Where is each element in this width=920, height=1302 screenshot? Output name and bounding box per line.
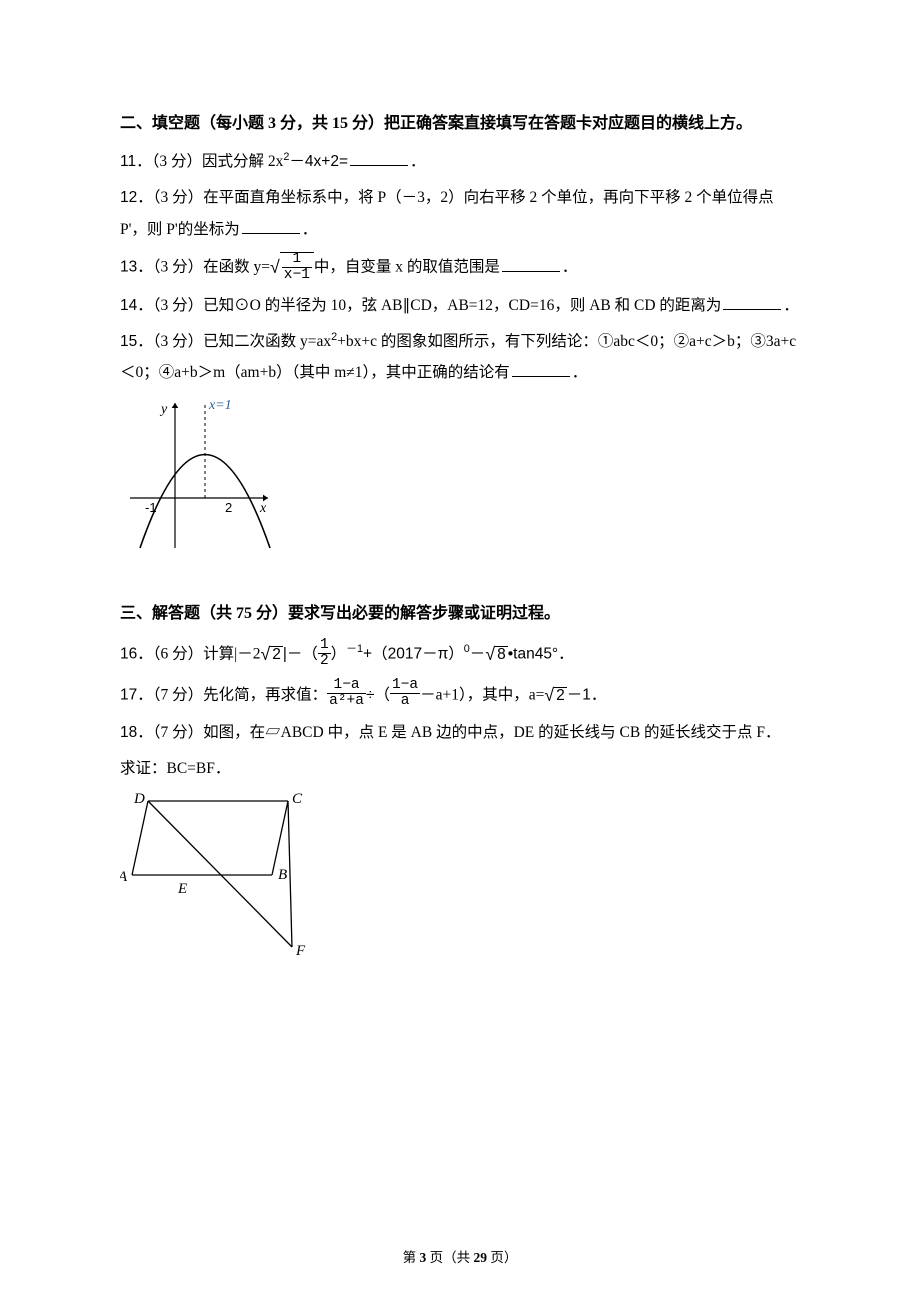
q11-points: （3 分） bbox=[152, 153, 202, 170]
question-13: 13．（3 分）在函数 y=√1x−1中，自变量 x 的取值范围是 ． bbox=[120, 249, 800, 286]
svg-text:2: 2 bbox=[225, 500, 232, 515]
footer-suffix: 页） bbox=[490, 1250, 517, 1265]
question-18-line2: 求证：BC=BF． bbox=[120, 753, 800, 785]
q16-sqrt-b-val: 8 bbox=[495, 646, 508, 663]
q17-f1-den: a²+a bbox=[327, 693, 366, 709]
svg-text:B: B bbox=[278, 867, 287, 883]
q18-text-a: 如图，在▱ABCD 中，点 E 是 AB 边的中点，DE 的延长线与 CB 的延… bbox=[203, 724, 780, 741]
q14-num: 14． bbox=[120, 297, 153, 314]
footer-page-total: 29 bbox=[474, 1250, 488, 1265]
q16-sqrt-a: √2 bbox=[261, 636, 283, 673]
q13-text-b: 中，自变量 x 的取值范围是 bbox=[314, 259, 500, 276]
q13-period: ． bbox=[562, 259, 578, 276]
q17-num: 17． bbox=[120, 686, 153, 703]
q14-period: ． bbox=[783, 297, 799, 314]
q13-frac-num: 1 bbox=[282, 252, 312, 267]
svg-text:C: C bbox=[292, 791, 303, 807]
q16-text-b: |－（ bbox=[283, 646, 318, 663]
q11-text-b: －4x+2= bbox=[289, 153, 348, 170]
q15-parabola-figure: y x x=1 -1 2 bbox=[120, 393, 800, 568]
question-14: 14．（3 分）已知⊙O 的半径为 10，弦 AB∥CD，AB=12，CD=16… bbox=[120, 290, 800, 322]
q15-blank bbox=[512, 363, 570, 377]
svg-text:x: x bbox=[259, 501, 267, 516]
q17-frac1: 1−aa²+a bbox=[327, 678, 366, 709]
q15-points: （3 分） bbox=[153, 333, 203, 350]
question-15: 15．（3 分）已知二次函数 y=ax2+bx+c 的图象如图所示，有下列结论：… bbox=[120, 326, 800, 390]
q17-f2-den: a bbox=[390, 693, 420, 709]
question-11: 11．（3 分）因式分解 2x2－4x+2=． bbox=[120, 146, 800, 178]
q15-num: 15． bbox=[120, 333, 153, 350]
q16-text-c: ） bbox=[331, 646, 347, 663]
q14-blank bbox=[723, 296, 781, 310]
section2-header: 二、填空题（每小题 3 分，共 15 分）把正确答案直接填写在答题卡对应题目的横… bbox=[120, 108, 800, 140]
footer-prefix: 第 bbox=[403, 1250, 417, 1265]
q16-points: （6 分） bbox=[153, 646, 203, 663]
q15-period: ． bbox=[572, 364, 588, 381]
question-18: 18．（7 分）如图，在▱ABCD 中，点 E 是 AB 边的中点，DE 的延长… bbox=[120, 717, 800, 749]
svg-text:F: F bbox=[295, 943, 306, 959]
q16-text-f: •tan45°． bbox=[508, 646, 574, 663]
q12-blank bbox=[242, 220, 300, 234]
q16-frac: 12 bbox=[318, 638, 331, 669]
q14-text-a: 已知⊙O 的半径为 10，弦 AB∥CD，AB=12，CD=16，则 AB 和 … bbox=[203, 297, 721, 314]
q16-exp1: －1 bbox=[346, 643, 363, 655]
q16-text-a: 计算|－2 bbox=[203, 646, 260, 663]
parabola-svg: y x x=1 -1 2 bbox=[120, 393, 275, 563]
q12-text-a: 在平面直角坐标系中，将 P（－3，2）向右平移 2 个单位，再向下平移 2 个单… bbox=[120, 189, 774, 238]
q18-num: 18． bbox=[120, 724, 153, 741]
footer-page-current: 3 bbox=[420, 1250, 427, 1265]
q17-frac2: 1−aa bbox=[390, 678, 420, 709]
q18-parallelogram-figure: D C A B E F bbox=[120, 789, 800, 964]
q17-f1-num: 1−a bbox=[327, 678, 366, 693]
q16-sqrt-a-val: 2 bbox=[270, 646, 283, 663]
q17-sqrt: √2 bbox=[544, 677, 566, 714]
question-12: 12．（3 分）在平面直角坐标系中，将 P（－3，2）向右平移 2 个单位，再向… bbox=[120, 182, 800, 246]
q12-num: 12． bbox=[120, 189, 153, 206]
q15-text-a: 已知二次函数 y=ax bbox=[203, 333, 331, 350]
q17-sqrt-val: 2 bbox=[554, 687, 567, 704]
q18-points: （7 分） bbox=[153, 724, 203, 741]
q17-text-a: 先化简，再求值： bbox=[203, 686, 327, 703]
svg-text:y: y bbox=[159, 402, 168, 417]
q13-points: （3 分） bbox=[153, 259, 203, 276]
q12-period: ． bbox=[302, 221, 318, 238]
q13-frac-den: x−1 bbox=[282, 267, 312, 283]
q13-sqrt: √1x−1 bbox=[270, 249, 314, 286]
page-footer: 第 3 页（共 29 页） bbox=[0, 1246, 920, 1266]
q17-text-b: ÷（ bbox=[366, 686, 390, 703]
q11-text-a: 因式分解 2x bbox=[202, 153, 283, 170]
q16-text-e: － bbox=[470, 646, 486, 663]
q16-sqrt-b: √8 bbox=[485, 636, 507, 673]
q13-blank bbox=[502, 258, 560, 272]
q13-num: 13． bbox=[120, 259, 153, 276]
q17-text-d: －1． bbox=[567, 686, 607, 703]
q16-frac-num: 1 bbox=[318, 638, 331, 653]
question-16: 16．（6 分）计算|－2√2|－（12）－1+（2017－π）0－√8•tan… bbox=[120, 636, 800, 673]
q17-f2-num: 1−a bbox=[390, 678, 420, 693]
svg-text:x=1: x=1 bbox=[208, 398, 232, 413]
parallelogram-svg: D C A B E F bbox=[120, 789, 330, 959]
footer-mid: 页（共 bbox=[430, 1250, 471, 1265]
svg-text:E: E bbox=[177, 881, 187, 897]
q12-points: （3 分） bbox=[153, 189, 203, 206]
q18-text-b: 求证：BC=BF． bbox=[120, 760, 230, 777]
section3-header: 三、解答题（共 75 分）要求写出必要的解答步骤或证明过程。 bbox=[120, 598, 800, 630]
q13-text-a: 在函数 y= bbox=[203, 259, 270, 276]
q11-blank bbox=[350, 152, 408, 166]
q11-period: ． bbox=[410, 153, 426, 170]
q16-text-d: +（2017－π） bbox=[363, 646, 464, 663]
q16-frac-den: 2 bbox=[318, 653, 331, 669]
q11-num: 11． bbox=[120, 153, 152, 170]
svg-text:-1: -1 bbox=[145, 500, 157, 515]
q17-points: （7 分） bbox=[153, 686, 203, 703]
q14-points: （3 分） bbox=[153, 297, 203, 314]
svg-text:D: D bbox=[133, 791, 145, 807]
q17-text-c: －a+1），其中，a= bbox=[420, 686, 544, 703]
svg-text:A: A bbox=[120, 869, 128, 885]
question-17: 17．（7 分）先化简，再求值：1−aa²+a÷（1−aa－a+1），其中，a=… bbox=[120, 677, 800, 714]
q16-num: 16． bbox=[120, 646, 153, 663]
